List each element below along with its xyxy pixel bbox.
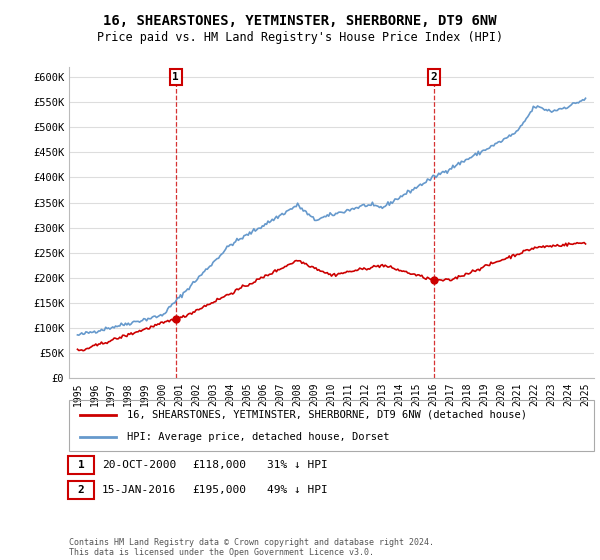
Text: 1: 1 — [77, 460, 85, 470]
Text: Price paid vs. HM Land Registry's House Price Index (HPI): Price paid vs. HM Land Registry's House … — [97, 31, 503, 44]
Text: HPI: Average price, detached house, Dorset: HPI: Average price, detached house, Dors… — [127, 432, 389, 442]
Text: 20-OCT-2000: 20-OCT-2000 — [102, 460, 176, 470]
Text: 1: 1 — [172, 72, 179, 82]
Text: 16, SHEARSTONES, YETMINSTER, SHERBORNE, DT9 6NW: 16, SHEARSTONES, YETMINSTER, SHERBORNE, … — [103, 14, 497, 28]
Text: 2: 2 — [77, 485, 85, 495]
Text: £118,000: £118,000 — [192, 460, 246, 470]
Text: £195,000: £195,000 — [192, 485, 246, 495]
Text: 49% ↓ HPI: 49% ↓ HPI — [267, 485, 328, 495]
Text: 2: 2 — [431, 72, 437, 82]
Text: Contains HM Land Registry data © Crown copyright and database right 2024.
This d: Contains HM Land Registry data © Crown c… — [69, 538, 434, 557]
Text: 15-JAN-2016: 15-JAN-2016 — [102, 485, 176, 495]
Text: 16, SHEARSTONES, YETMINSTER, SHERBORNE, DT9 6NW (detached house): 16, SHEARSTONES, YETMINSTER, SHERBORNE, … — [127, 409, 527, 419]
Text: 31% ↓ HPI: 31% ↓ HPI — [267, 460, 328, 470]
